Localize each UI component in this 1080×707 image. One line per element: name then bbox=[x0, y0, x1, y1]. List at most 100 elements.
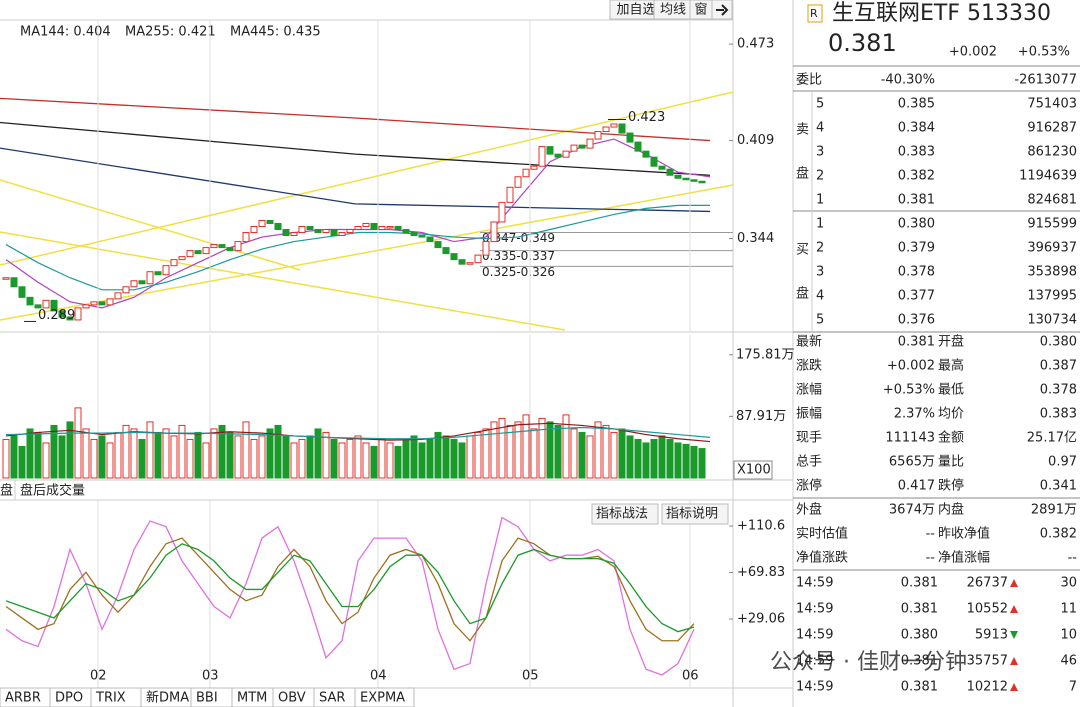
toolbar-label[interactable]: 加自选 bbox=[616, 3, 655, 18]
candle bbox=[202, 247, 210, 255]
level: 1 bbox=[816, 193, 824, 208]
candle bbox=[2, 277, 10, 280]
volume-bar bbox=[642, 442, 650, 479]
label: 总手 bbox=[796, 455, 822, 470]
volume-bar bbox=[578, 431, 586, 479]
volume-bar bbox=[506, 424, 514, 479]
volume-bar bbox=[170, 435, 178, 479]
volume-tab[interactable]: 盘 bbox=[0, 483, 13, 499]
volume-bar bbox=[322, 431, 330, 479]
volume-bar bbox=[138, 438, 146, 479]
bottom-tab-label[interactable]: ARBR bbox=[5, 691, 41, 706]
bottom-tab-label[interactable]: EXPMA bbox=[360, 691, 405, 706]
candle bbox=[82, 304, 90, 309]
candle bbox=[434, 241, 442, 249]
candle bbox=[554, 153, 562, 158]
toolbar-label[interactable]: 均线 bbox=[660, 3, 686, 18]
candle bbox=[322, 229, 330, 234]
candle bbox=[602, 126, 610, 133]
level: 4 bbox=[816, 289, 824, 304]
bottom-tab-label[interactable]: MTM bbox=[237, 691, 267, 706]
bottom-tab-label[interactable]: SAR bbox=[319, 691, 345, 706]
bottom-tab[interactable] bbox=[354, 687, 415, 707]
unit-label: X100 bbox=[737, 463, 771, 478]
volume-bar bbox=[610, 431, 618, 479]
candle bbox=[146, 271, 154, 285]
volume-bar bbox=[282, 435, 290, 479]
low-label: 0.289 bbox=[38, 308, 75, 323]
value: 0.382 bbox=[1040, 527, 1077, 542]
level: 1 bbox=[816, 217, 824, 232]
x-tick-label: 05 bbox=[522, 669, 539, 684]
volume-bar bbox=[26, 428, 34, 479]
candle bbox=[194, 250, 202, 255]
direction-arrow bbox=[1010, 683, 1018, 691]
toolbar-label[interactable]: 窗 bbox=[694, 2, 707, 18]
ma-legend: MA144: 0.404 bbox=[20, 25, 111, 40]
y-tick-label: 0.473 bbox=[737, 37, 774, 52]
volume-bar bbox=[658, 435, 666, 479]
volume-bar bbox=[474, 431, 482, 479]
volume-bar bbox=[258, 435, 266, 479]
candle bbox=[106, 298, 114, 306]
y-tick-label: +69.83 bbox=[737, 565, 785, 580]
level: 5 bbox=[816, 97, 824, 112]
candle bbox=[34, 304, 42, 309]
label: 最高 bbox=[938, 358, 964, 374]
candle bbox=[50, 299, 58, 312]
bottom-tab-label[interactable]: TRIX bbox=[95, 691, 126, 706]
volume-bar bbox=[50, 424, 58, 479]
candle bbox=[378, 225, 386, 231]
value: 2.37% bbox=[894, 407, 935, 422]
candle bbox=[354, 225, 362, 231]
value: +0.53% bbox=[883, 383, 935, 398]
x-tick-label: 04 bbox=[370, 669, 387, 684]
candle bbox=[394, 225, 402, 231]
volume: 137995 bbox=[1027, 289, 1077, 304]
label: 振幅 bbox=[796, 407, 822, 422]
bottom-tab-label[interactable]: 新DMA bbox=[146, 690, 189, 706]
value: 0.387 bbox=[1040, 359, 1077, 374]
indicator-button-label[interactable]: 指标说明 bbox=[666, 507, 718, 522]
indicator-line bbox=[5, 516, 695, 676]
bottom-tab-label[interactable]: OBV bbox=[278, 691, 306, 706]
indicator-button[interactable] bbox=[661, 503, 729, 525]
volume-bar bbox=[218, 424, 226, 479]
candle bbox=[26, 296, 34, 306]
level: 4 bbox=[816, 121, 824, 136]
indicator-button[interactable] bbox=[591, 503, 659, 525]
candle bbox=[362, 222, 370, 227]
count: 46 bbox=[1060, 654, 1077, 669]
volume-bar bbox=[346, 438, 354, 479]
candle bbox=[506, 186, 514, 203]
time: 14:59 bbox=[796, 654, 833, 669]
volume-bar bbox=[514, 421, 522, 479]
candle bbox=[306, 225, 314, 231]
candle bbox=[290, 232, 298, 237]
candle bbox=[698, 180, 706, 184]
bottom-tab-label[interactable]: BBI bbox=[196, 691, 218, 706]
trend-lines bbox=[0, 91, 734, 331]
indicator-button-label[interactable]: 指标战法 bbox=[596, 507, 648, 522]
volume: 751403 bbox=[1027, 97, 1077, 112]
volume-bar bbox=[2, 438, 10, 479]
label: 现手 bbox=[796, 431, 822, 446]
price: 0.381 bbox=[901, 576, 938, 591]
label: 最低 bbox=[938, 383, 964, 398]
volume-bar bbox=[698, 448, 706, 479]
unit-box bbox=[733, 460, 773, 480]
y-tick-label: 0.344 bbox=[737, 231, 774, 246]
label: 涨跌 bbox=[796, 358, 822, 374]
time: 14:59 bbox=[796, 576, 833, 591]
volume-bar bbox=[594, 421, 602, 479]
candle bbox=[522, 168, 530, 178]
value: 0.97 bbox=[1048, 455, 1077, 470]
volume-tab[interactable]: 盘后成交量 bbox=[20, 483, 85, 499]
price: 0.377 bbox=[898, 289, 935, 304]
change-pct: +0.53% bbox=[1018, 45, 1070, 60]
price: 0.380 bbox=[901, 628, 938, 643]
bottom-tab-label[interactable]: DPO bbox=[55, 691, 83, 706]
volume-bar bbox=[290, 442, 298, 479]
candle bbox=[538, 146, 546, 167]
